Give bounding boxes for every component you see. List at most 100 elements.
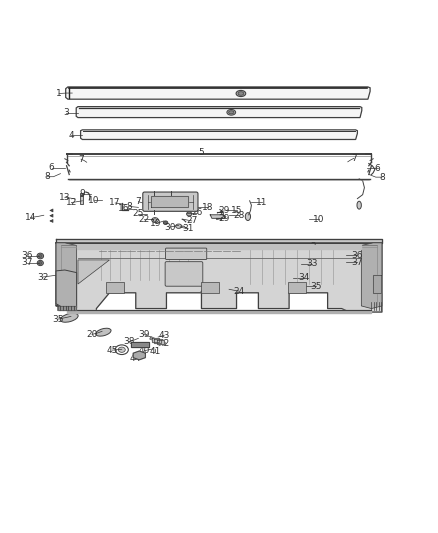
Polygon shape (56, 239, 382, 243)
Text: 8: 8 (127, 202, 133, 211)
Text: 28: 28 (233, 211, 244, 220)
Ellipse shape (187, 212, 192, 216)
Text: 25: 25 (133, 209, 144, 219)
Polygon shape (63, 306, 66, 310)
Text: 14: 14 (25, 213, 36, 222)
Polygon shape (78, 260, 110, 284)
Polygon shape (77, 246, 361, 249)
Ellipse shape (303, 245, 307, 248)
Polygon shape (131, 342, 149, 347)
Text: 16: 16 (118, 204, 129, 213)
Text: 4: 4 (68, 131, 74, 140)
FancyBboxPatch shape (201, 282, 219, 293)
Polygon shape (152, 338, 159, 342)
Text: 33: 33 (306, 260, 318, 269)
Text: 7: 7 (135, 197, 141, 206)
Polygon shape (74, 306, 76, 310)
Text: 5: 5 (198, 148, 205, 157)
FancyBboxPatch shape (288, 282, 306, 293)
Ellipse shape (236, 91, 246, 96)
Text: 15: 15 (231, 206, 242, 215)
Text: 34: 34 (54, 299, 66, 308)
Text: 7: 7 (78, 155, 84, 164)
Text: 10: 10 (88, 196, 100, 205)
Polygon shape (76, 107, 362, 118)
Text: 9: 9 (79, 189, 85, 198)
Text: 40: 40 (139, 346, 150, 355)
Polygon shape (56, 243, 77, 309)
Text: 43: 43 (159, 331, 170, 340)
Polygon shape (57, 275, 65, 293)
Text: 39: 39 (138, 330, 149, 339)
Text: 37: 37 (352, 257, 363, 266)
Text: 36: 36 (352, 251, 363, 260)
Ellipse shape (37, 260, 43, 265)
Text: 10: 10 (313, 215, 325, 224)
Ellipse shape (245, 213, 251, 221)
Polygon shape (210, 215, 225, 219)
Text: 24: 24 (233, 287, 244, 295)
Ellipse shape (344, 260, 351, 265)
Text: 27: 27 (186, 216, 198, 225)
Polygon shape (154, 339, 161, 343)
Text: 8: 8 (44, 172, 50, 181)
Polygon shape (71, 306, 74, 310)
Ellipse shape (66, 298, 76, 304)
Ellipse shape (39, 262, 42, 264)
Ellipse shape (118, 347, 125, 352)
Text: 2: 2 (311, 242, 316, 251)
Text: 17: 17 (110, 198, 121, 207)
Polygon shape (67, 310, 371, 313)
Text: 45: 45 (106, 346, 118, 354)
Text: 31: 31 (183, 224, 194, 233)
Ellipse shape (301, 243, 309, 249)
Ellipse shape (60, 313, 78, 322)
Text: 29: 29 (219, 206, 230, 215)
Ellipse shape (227, 109, 236, 115)
Ellipse shape (39, 254, 42, 257)
Polygon shape (361, 243, 382, 309)
Text: 8: 8 (174, 200, 180, 209)
Text: 30: 30 (164, 223, 176, 231)
Ellipse shape (37, 253, 43, 259)
Text: 12: 12 (66, 198, 77, 207)
Ellipse shape (229, 111, 234, 114)
Text: 7: 7 (178, 196, 184, 205)
Text: 35: 35 (311, 282, 322, 290)
Ellipse shape (95, 328, 111, 336)
Ellipse shape (353, 261, 357, 263)
Ellipse shape (295, 261, 302, 266)
Text: 18: 18 (202, 203, 213, 212)
Ellipse shape (344, 252, 351, 258)
Polygon shape (56, 243, 382, 312)
Ellipse shape (357, 201, 361, 209)
Polygon shape (56, 270, 77, 310)
Ellipse shape (292, 281, 314, 291)
FancyBboxPatch shape (165, 262, 203, 286)
Text: 6: 6 (374, 164, 381, 173)
Text: 37: 37 (21, 259, 33, 268)
Polygon shape (373, 275, 381, 293)
Polygon shape (60, 306, 63, 310)
Text: 7: 7 (351, 154, 357, 163)
Polygon shape (133, 351, 145, 360)
Ellipse shape (163, 221, 168, 224)
Ellipse shape (176, 224, 182, 229)
Text: 44: 44 (129, 354, 141, 363)
Ellipse shape (153, 219, 157, 221)
Text: 1: 1 (56, 89, 62, 98)
Ellipse shape (286, 276, 296, 280)
Text: 11: 11 (256, 198, 268, 207)
Text: 38: 38 (124, 337, 135, 346)
Polygon shape (151, 197, 188, 207)
Polygon shape (68, 306, 71, 310)
FancyBboxPatch shape (143, 192, 198, 211)
Ellipse shape (211, 284, 220, 291)
Text: 22: 22 (138, 215, 149, 224)
Polygon shape (279, 284, 311, 293)
Ellipse shape (238, 92, 244, 95)
Text: 19: 19 (150, 219, 161, 228)
Text: 20: 20 (86, 330, 98, 339)
Text: 6: 6 (49, 163, 55, 172)
Polygon shape (66, 87, 370, 99)
